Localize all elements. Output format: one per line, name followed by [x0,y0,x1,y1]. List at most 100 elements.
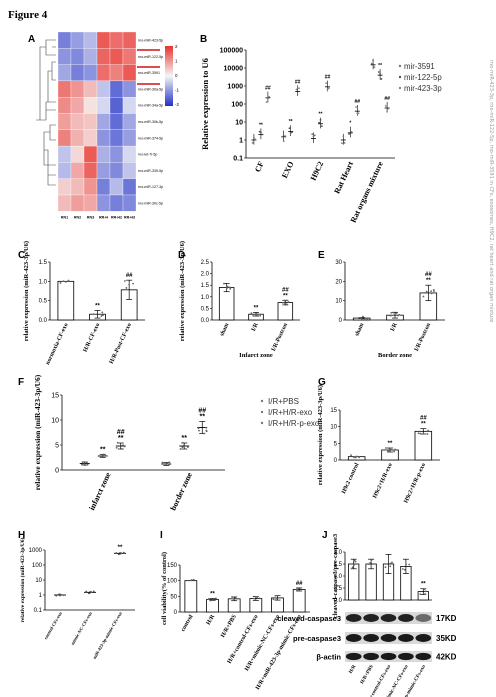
bar [365,563,377,601]
x-tick-label: H/R-CF-exo [83,322,102,353]
y-tick-label: 100 [32,563,43,569]
x-tick-label: H9c2 control [341,462,361,495]
y-axis-label: Relative expression to U6 [200,58,210,150]
y-tick-label: 100 [231,102,243,109]
x-tick-label: mimic-NC-CFs-exo [70,610,93,645]
data-point [387,447,390,450]
data-point [284,135,286,137]
y-tick-label: 0 [174,610,178,616]
significance-mark: ## [325,75,331,81]
x-tick-label: control-CFs-exo [43,610,63,640]
legend-label: I/R+H/R-exo [268,408,313,417]
y-tick-label: 150 [167,563,178,569]
significance-mark: ** [378,63,382,69]
y-tick-label: 0.5 [39,299,48,305]
panel-label-c: C [18,250,25,261]
significance-mark: ** [118,545,123,551]
heatmap-cell [83,145,98,163]
panel-label-h: H [18,530,25,541]
panel-label-e: E [318,250,325,261]
data-point [285,299,288,302]
heatmap-cell [83,162,98,179]
data-point [261,133,264,136]
data-point [101,311,104,314]
x-tick-label: I/R-Postcon [414,322,433,353]
significance-mark: ** [289,119,293,125]
data-point [419,432,422,435]
heatmap-cell [122,145,137,163]
data-point [372,59,374,62]
y-tick-label: 20 [335,279,342,285]
data-point [319,118,322,121]
y-tick-label: 0.0 [334,598,343,604]
heatmap-cell [83,97,98,114]
significance-mark: ## [282,287,289,293]
significance-mark: ## [126,273,133,279]
bar [348,563,360,601]
data-point [369,561,372,564]
data-point [285,303,288,306]
data-point [81,461,84,464]
blot-band [363,634,379,642]
data-point [132,282,134,285]
data-point [86,463,89,466]
data-point [223,282,225,285]
data-point [268,95,271,98]
heatmap-cell [96,194,111,212]
panel-d-chart: 0.0 0.5 1.0 1.5 2.0 2.5 relative expression (m… [179,241,300,359]
blot-label: cleaved-caspase3 [277,614,341,623]
data-point [405,563,407,566]
significance-mark: ** [426,278,431,284]
heatmap-gene-label: rno-miR-423-5p [138,38,163,42]
heatmap-cell [122,80,137,98]
legend-label: I/R+PBS [268,397,299,406]
heatmap-cell [57,48,72,65]
heatmap-cell [83,80,98,98]
data-point [122,444,125,447]
heatmap-cell [83,64,98,82]
heatmap-column-labels: RN1 RN2 RN3 RR-H RR-H2 RR-H3 [61,215,135,219]
heatmap-gene-label: rno-miR-34a-5p [138,104,163,108]
y-axis-label: cell viability(% of control) [161,552,168,625]
data-point [272,598,275,601]
data-point [392,311,395,314]
data-point [122,551,125,554]
y-tick-label: 5 [334,441,338,447]
bar [206,599,219,613]
data-point [274,599,277,601]
y-tick-label: 1.0 [334,574,343,580]
heatmap-cell [70,97,85,114]
heatmap-gene-label: rno-let-7i-5p [138,153,157,157]
data-point [353,559,356,562]
y-tick-label: 1 [239,138,243,145]
significance-mark: ## [296,581,303,587]
data-point [101,455,103,457]
heatmap-cell [70,64,85,82]
data-point [252,314,255,317]
data-point [125,287,128,289]
heatmap-cell [109,145,124,163]
data-point [397,314,400,317]
blot-size-label: 17KD [436,614,457,623]
y-tick-label: 1.5 [334,562,343,568]
data-point [87,592,90,595]
x-tick-label: infarct zone [87,471,112,512]
data-point [168,461,171,464]
significance-mark: ## [198,408,206,415]
data-point [86,461,88,464]
y-tick-label: 1.5 [201,283,210,289]
heatmap-cell [122,162,137,179]
heatmap-cell [83,129,98,147]
bar [218,287,235,321]
data-point [250,312,253,315]
blot-band [345,652,362,661]
data-point [102,453,105,456]
data-point [232,598,235,600]
heatmap-gene-label: rno-miR-30a-5p [138,87,163,91]
data-point [116,441,119,444]
bar [184,580,198,613]
heatmap-cell [57,97,72,114]
significance-mark: ** [200,414,206,421]
panel-label-j: J [322,530,328,541]
